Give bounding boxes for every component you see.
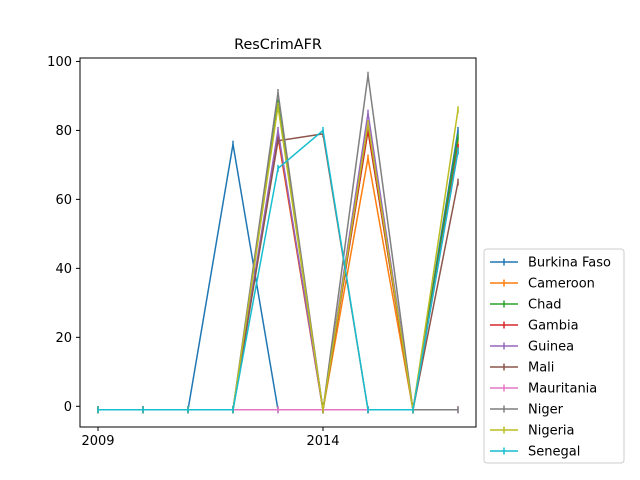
y-tick-label: 0 xyxy=(64,400,72,415)
y-tick-label: 80 xyxy=(55,124,72,139)
series-cameroon xyxy=(97,133,459,414)
series-nigeria xyxy=(97,102,459,414)
y-tick-label: 60 xyxy=(55,193,72,208)
legend-label: Guinea xyxy=(528,340,574,355)
legend-item: Burkina Faso xyxy=(490,256,611,271)
legend-label: Mauritania xyxy=(528,382,597,397)
legend-item: Senegal xyxy=(490,445,580,460)
series-line xyxy=(98,102,459,411)
legend-box xyxy=(483,248,625,464)
series-senegal xyxy=(97,126,459,414)
legend-label: Niger xyxy=(528,403,564,418)
y-axis: 0 20 40 60 80 100 xyxy=(47,55,80,415)
x-axis: 2009 2014 xyxy=(81,427,340,449)
y-tick-label: 20 xyxy=(55,331,72,346)
series-guinea xyxy=(97,109,459,414)
y-tick-label: 100 xyxy=(47,55,72,70)
legend-label: Gambia xyxy=(528,319,579,334)
legend-label: Chad xyxy=(528,298,562,313)
legend-label: Senegal xyxy=(528,445,580,460)
legend-label: Nigeria xyxy=(528,424,575,439)
series-line xyxy=(98,106,459,411)
y-tick-label: 40 xyxy=(55,262,72,277)
legend-item: Gambia xyxy=(490,319,579,334)
series-line xyxy=(98,128,459,411)
legend-item: Mali xyxy=(490,361,554,376)
legend-item: Chad xyxy=(490,298,562,313)
series-line xyxy=(98,133,459,411)
legend-item: Mauritania xyxy=(490,382,597,397)
series-layer xyxy=(97,71,459,414)
series-chad xyxy=(97,99,459,414)
series-line xyxy=(98,137,459,411)
x-tick-label: 2014 xyxy=(306,434,339,449)
legend-label: Burkina Faso xyxy=(528,256,611,271)
x-tick-label: 2009 xyxy=(81,434,114,449)
legend-item: Cameroon xyxy=(490,277,595,292)
chart-title: ResCrimAFR xyxy=(234,37,322,53)
legend-item: Nigeria xyxy=(490,424,575,439)
legend-label: Cameroon xyxy=(528,277,595,292)
series-line xyxy=(98,113,459,411)
plot-frame xyxy=(79,57,477,428)
legend: Burkina Faso Cameroon Chad Gambia Guinea Mali… xyxy=(483,248,625,464)
legend-item: Guinea xyxy=(490,340,574,355)
series-mali xyxy=(97,130,459,414)
legend-item: Niger xyxy=(490,403,564,418)
legend-label: Mali xyxy=(528,361,554,376)
